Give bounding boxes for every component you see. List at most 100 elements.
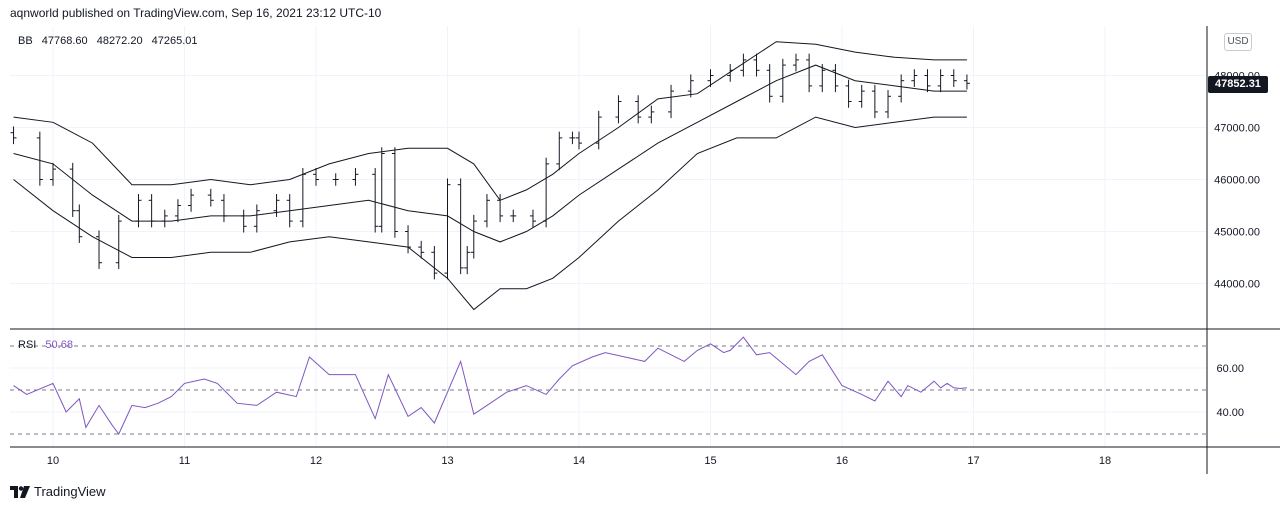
ohlc-bar [378, 147, 385, 233]
ohlc-bar [766, 64, 773, 103]
ohlc-bar [483, 194, 490, 228]
ohlc-bar [299, 168, 306, 228]
ohlc-bar [161, 209, 168, 228]
ohlc-bar [595, 110, 602, 150]
ohlc-bar [188, 188, 195, 212]
date-tick-label: 10 [47, 455, 59, 467]
date-tick-label: 13 [441, 455, 453, 467]
ohlc-bar [832, 64, 839, 93]
ohlc-bar [207, 188, 214, 207]
ohlc-bar [648, 105, 655, 124]
ohlc-bar [457, 178, 464, 275]
bb-lower-line [13, 116, 967, 311]
bb-legend-name: BB [18, 35, 33, 47]
ohlc-bar [464, 246, 471, 275]
ohlc-bar [871, 84, 878, 119]
ohlc-bar [885, 90, 892, 119]
date-tick-label: 15 [704, 455, 716, 467]
ohlc-bar [431, 246, 438, 280]
ohlc-bar [924, 69, 931, 93]
ohlc-bar [510, 209, 517, 223]
price-tick-label: 46000.00 [1214, 175, 1260, 187]
price-tick-label: 45000.00 [1214, 227, 1260, 239]
date-tick-label: 17 [967, 455, 979, 467]
ohlc-bar [858, 84, 865, 108]
tradingview-logo-icon [10, 485, 30, 498]
bb-legend-basis: 47768.60 [41, 35, 88, 47]
tick-labels: 48000.0047000.0046000.0045000.0044000.00… [47, 71, 1260, 468]
ohlc-bar [753, 53, 760, 77]
ohlc-bar [352, 168, 359, 186]
price-bars [10, 53, 970, 280]
ohlc-bar [372, 168, 379, 233]
ohlc-bar [635, 95, 642, 124]
bb-legend-upper: 48272.20 [96, 35, 143, 47]
rsi-legend-value: 50.68 [45, 339, 73, 351]
ohlc-bar [115, 214, 122, 269]
rsi-tick-label: 60.00 [1216, 363, 1244, 375]
rsi-line [13, 336, 967, 435]
ohlc-bar [668, 84, 675, 119]
ohlc-bar [529, 209, 536, 228]
ohlc-bar [963, 74, 970, 90]
ohlc-bar [727, 64, 734, 82]
ohlc-bar [470, 214, 477, 259]
ohlc-bar [418, 240, 425, 259]
ohlc-bar [36, 131, 43, 186]
ohlc-bar [950, 69, 957, 87]
ohlc-bar [273, 194, 280, 217]
rsi-legend[interactable]: RSI 50.68 [18, 339, 73, 351]
date-tick-label: 12 [310, 455, 322, 467]
rsi-legend-name: RSI [18, 339, 37, 351]
footer-brand[interactable]: TradingView [10, 484, 106, 499]
date-tick-label: 11 [179, 455, 190, 467]
ohlc-bar [148, 194, 155, 228]
grid-lines [10, 26, 1207, 447]
ohlc-bar [405, 225, 412, 254]
rsi-line-group [13, 336, 967, 435]
ohlc-bar [556, 131, 563, 171]
ohlc-bar [576, 131, 582, 150]
currency-button[interactable]: USD [1224, 33, 1252, 51]
ohlc-bar [286, 194, 293, 228]
ohlc-bar [543, 157, 550, 228]
ohlc-bar [497, 194, 504, 223]
footer-brand-label: TradingView [34, 484, 106, 499]
ohlc-bar [845, 79, 852, 108]
rsi-tick-label: 40.00 [1216, 407, 1244, 419]
axes [10, 26, 1280, 474]
ohlc-bar [707, 69, 714, 87]
bb-legend[interactable]: BB 47768.60 48272.20 47265.01 [18, 35, 204, 47]
ohlc-bar [313, 168, 319, 186]
bb-legend-lower: 47265.01 [151, 35, 198, 47]
ohlc-bar [792, 53, 799, 72]
ohlc-bar [50, 162, 56, 186]
ohlc-bar [687, 74, 694, 98]
ohlc-bar [253, 204, 260, 233]
ohlc-bar [96, 230, 103, 269]
ohlc-bar [391, 147, 398, 238]
ohlc-bar [69, 162, 76, 217]
ohlc-bar [615, 95, 622, 124]
ohlc-bar [937, 69, 944, 93]
bollinger-bands [13, 41, 967, 311]
ohlc-bar [806, 53, 813, 93]
ohlc-bar [174, 199, 181, 223]
ohlc-bar [911, 69, 918, 87]
ohlc-bar [76, 204, 83, 243]
ohlc-bar [10, 126, 17, 145]
date-tick-label: 14 [573, 455, 585, 467]
ohlc-bar [819, 64, 826, 93]
ohlc-bar [740, 53, 747, 77]
price-tick-label: 47000.00 [1214, 123, 1260, 135]
ohlc-bar [779, 58, 786, 103]
rsi-band-lines [10, 345, 1207, 435]
ohlc-bar [444, 178, 451, 280]
bb-basis-line [13, 64, 967, 243]
ohlc-bar [569, 131, 576, 145]
date-tick-label: 18 [1099, 455, 1111, 467]
date-tick-label: 16 [836, 455, 848, 467]
publisher-credit: aqnworld published on TradingView.com, S… [10, 6, 382, 20]
bb-upper-line [13, 41, 967, 201]
